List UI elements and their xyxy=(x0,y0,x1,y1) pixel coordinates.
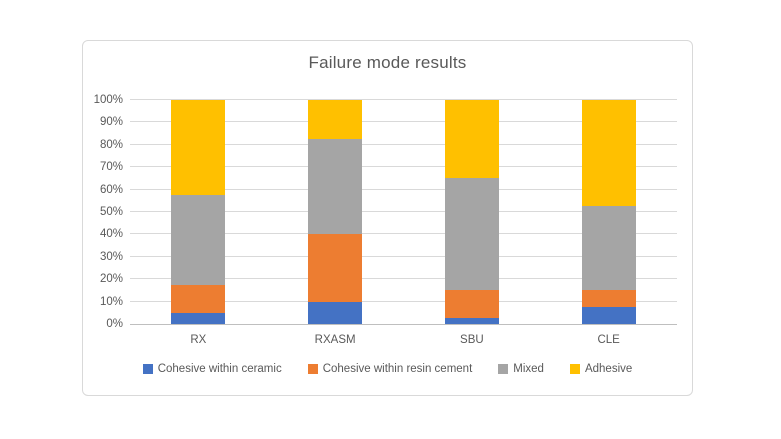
bar-segment-RX-cohesive-within-resin-cement xyxy=(171,284,226,313)
bar-segment-SBU-cohesive-within-ceramic xyxy=(444,318,499,324)
legend: Cohesive within ceramic Cohesive within r… xyxy=(83,363,692,375)
bar-segment-RXASM-cohesive-within-ceramic xyxy=(308,301,363,324)
gridline-90% xyxy=(130,121,677,123)
legend-item-cohesive-within-resin-cement: Cohesive within resin cement xyxy=(307,363,473,375)
legend-swatch-icon xyxy=(142,364,153,374)
legend-swatch-icon xyxy=(498,364,509,374)
gridline-80% xyxy=(130,143,677,145)
bar-segment-RXASM-mixed xyxy=(308,139,363,235)
legend-item-cohesive-within-ceramic: Cohesive within ceramic xyxy=(142,363,282,375)
x-tick-label-RX: RX xyxy=(190,334,207,346)
bar-segment-SBU-adhesive xyxy=(444,100,499,179)
bar-segment-CLE-cohesive-within-resin-cement xyxy=(581,290,636,308)
x-axis-labels: RX RXASM SBU CLE xyxy=(130,334,677,346)
chart-title: Failure mode results xyxy=(308,53,467,72)
bar-segment-RX-mixed xyxy=(171,195,226,285)
gridline-100% xyxy=(130,99,677,100)
legend-swatch-icon xyxy=(569,364,580,374)
bar-segment-CLE-mixed xyxy=(581,206,636,291)
legend-label: Mixed xyxy=(513,363,544,375)
y-tick-label-0%: 0% xyxy=(106,318,123,330)
x-tick-label-CLE: CLE xyxy=(597,334,620,346)
bar-RXASM xyxy=(308,100,363,324)
bar-segment-SBU-cohesive-within-resin-cement xyxy=(444,290,499,319)
legend-label: Adhesive xyxy=(584,363,633,375)
x-tick-label-SBU: SBU xyxy=(460,334,484,346)
bar-RX xyxy=(171,100,226,324)
plot-area xyxy=(130,99,677,325)
y-tick-label-20%: 20% xyxy=(99,273,123,286)
legend-swatch-icon xyxy=(307,364,318,374)
bar-segment-RXASM-adhesive xyxy=(308,100,363,140)
x-axis-line xyxy=(130,324,677,325)
bar-segment-CLE-cohesive-within-ceramic xyxy=(581,307,636,324)
bar-segment-SBU-mixed xyxy=(444,178,499,291)
gridline-20% xyxy=(130,278,677,280)
legend-label: Cohesive within ceramic xyxy=(157,363,282,375)
y-tick-label-40%: 40% xyxy=(99,228,123,241)
gridline-40% xyxy=(130,233,677,235)
y-tick-label-100%: 100% xyxy=(93,94,123,106)
gridline-10% xyxy=(130,300,677,302)
bar-segment-RX-adhesive xyxy=(171,100,226,196)
x-tick-label-RXASM: RXASM xyxy=(314,334,356,346)
y-tick-label-30%: 30% xyxy=(99,250,123,263)
gridline-60% xyxy=(130,188,677,190)
bar-CLE xyxy=(581,100,636,324)
y-tick-label-10%: 10% xyxy=(99,295,123,308)
y-tick-label-90%: 90% xyxy=(99,116,123,129)
y-tick-label-80%: 80% xyxy=(99,138,123,151)
bar-SBU xyxy=(444,100,499,324)
chart-frame: Failure mode results 0% 10% 20% 30% 40% 50% 60… xyxy=(82,40,693,396)
legend-item-adhesive: Adhesive xyxy=(569,363,633,375)
y-tick-label-70%: 70% xyxy=(99,161,123,174)
gridline-70% xyxy=(130,166,677,168)
y-tick-label-60%: 60% xyxy=(99,183,123,196)
y-axis-labels: 0% 10% 20% 30% 40% 50% 60% 70% 80% 90% 100% xyxy=(83,94,123,330)
y-tick-label-50%: 50% xyxy=(99,206,123,218)
legend-label: Cohesive within resin cement xyxy=(322,363,473,375)
bar-segment-RX-cohesive-within-ceramic xyxy=(171,312,226,324)
bar-segment-CLE-adhesive xyxy=(581,100,636,207)
bar-segment-RXASM-cohesive-within-resin-cement xyxy=(308,234,363,302)
gridline-50% xyxy=(130,211,677,212)
legend-item-mixed: Mixed xyxy=(498,363,544,375)
gridline-30% xyxy=(130,255,677,257)
